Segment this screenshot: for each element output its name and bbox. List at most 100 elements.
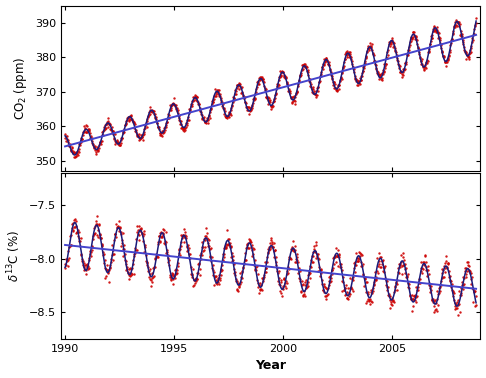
Point bbox=[118, 135, 126, 141]
Point bbox=[345, 293, 353, 299]
Point bbox=[192, 97, 200, 103]
Point bbox=[226, 109, 233, 115]
Point bbox=[232, 278, 240, 284]
Point bbox=[137, 225, 145, 231]
Point bbox=[133, 247, 140, 253]
Point bbox=[223, 241, 230, 247]
Point bbox=[308, 259, 315, 265]
Point bbox=[100, 251, 108, 257]
Point bbox=[394, 55, 401, 61]
Point bbox=[90, 146, 98, 152]
Point bbox=[391, 284, 399, 290]
Point bbox=[402, 265, 410, 271]
Point bbox=[159, 226, 167, 232]
Point bbox=[374, 263, 382, 270]
Point bbox=[313, 251, 321, 257]
Point bbox=[142, 257, 150, 263]
Point bbox=[419, 67, 427, 73]
Point bbox=[397, 68, 405, 74]
Point bbox=[257, 74, 265, 80]
Point bbox=[258, 74, 266, 81]
Point bbox=[75, 146, 83, 152]
Point bbox=[233, 82, 241, 88]
Point bbox=[330, 261, 338, 267]
Point bbox=[181, 229, 189, 235]
Point bbox=[232, 276, 240, 282]
Point bbox=[390, 40, 398, 46]
Point bbox=[279, 284, 287, 290]
Point bbox=[259, 276, 266, 282]
Point bbox=[214, 91, 222, 97]
Point bbox=[194, 261, 202, 267]
Point bbox=[286, 88, 294, 94]
Point bbox=[68, 149, 75, 155]
Point bbox=[395, 261, 402, 267]
Point bbox=[188, 101, 196, 107]
Point bbox=[240, 264, 247, 270]
Point bbox=[199, 248, 207, 254]
Point bbox=[191, 280, 199, 286]
Point bbox=[235, 80, 243, 86]
Point bbox=[199, 244, 207, 250]
Point bbox=[433, 29, 441, 35]
Point bbox=[252, 91, 260, 97]
Point bbox=[249, 251, 257, 257]
Point bbox=[191, 92, 199, 98]
Point bbox=[350, 260, 358, 266]
Point bbox=[143, 259, 151, 265]
Point bbox=[339, 65, 347, 71]
Point bbox=[226, 244, 234, 250]
Point bbox=[459, 37, 467, 43]
Point bbox=[361, 57, 369, 64]
Point bbox=[345, 49, 353, 55]
Point bbox=[165, 259, 173, 265]
Point bbox=[247, 105, 255, 112]
Point bbox=[153, 253, 160, 259]
Point bbox=[444, 261, 452, 267]
Point bbox=[389, 297, 397, 303]
Point bbox=[140, 228, 148, 234]
Point bbox=[63, 133, 71, 139]
Point bbox=[450, 23, 458, 29]
Point bbox=[131, 250, 139, 256]
Point bbox=[361, 276, 368, 282]
Point bbox=[168, 102, 176, 108]
Point bbox=[250, 95, 258, 101]
Point bbox=[452, 17, 460, 23]
Point bbox=[179, 232, 187, 238]
Point bbox=[214, 276, 222, 282]
Point bbox=[283, 81, 291, 87]
Point bbox=[333, 87, 341, 93]
Point bbox=[190, 283, 197, 289]
Point bbox=[236, 86, 243, 92]
Point bbox=[71, 216, 79, 222]
Point bbox=[249, 96, 257, 102]
Point bbox=[102, 266, 110, 273]
Point bbox=[340, 287, 347, 293]
Point bbox=[439, 53, 447, 59]
Point bbox=[187, 103, 194, 109]
Point bbox=[115, 140, 123, 146]
Point bbox=[304, 279, 312, 285]
Point bbox=[466, 51, 473, 57]
Point bbox=[233, 85, 241, 91]
Point bbox=[185, 110, 193, 116]
Point bbox=[325, 282, 332, 288]
Point bbox=[383, 278, 391, 284]
Point bbox=[252, 267, 260, 273]
Point bbox=[336, 263, 344, 270]
Point bbox=[283, 81, 291, 87]
Point bbox=[349, 274, 357, 280]
Point bbox=[74, 233, 82, 239]
Point bbox=[390, 43, 398, 50]
Point bbox=[206, 246, 213, 252]
Point bbox=[352, 250, 360, 256]
Point bbox=[348, 286, 356, 292]
Point bbox=[308, 89, 315, 95]
Point bbox=[343, 295, 351, 301]
Point bbox=[469, 285, 476, 291]
Point bbox=[466, 268, 473, 274]
Point bbox=[257, 287, 264, 293]
Point bbox=[191, 95, 199, 101]
Point bbox=[92, 218, 100, 225]
